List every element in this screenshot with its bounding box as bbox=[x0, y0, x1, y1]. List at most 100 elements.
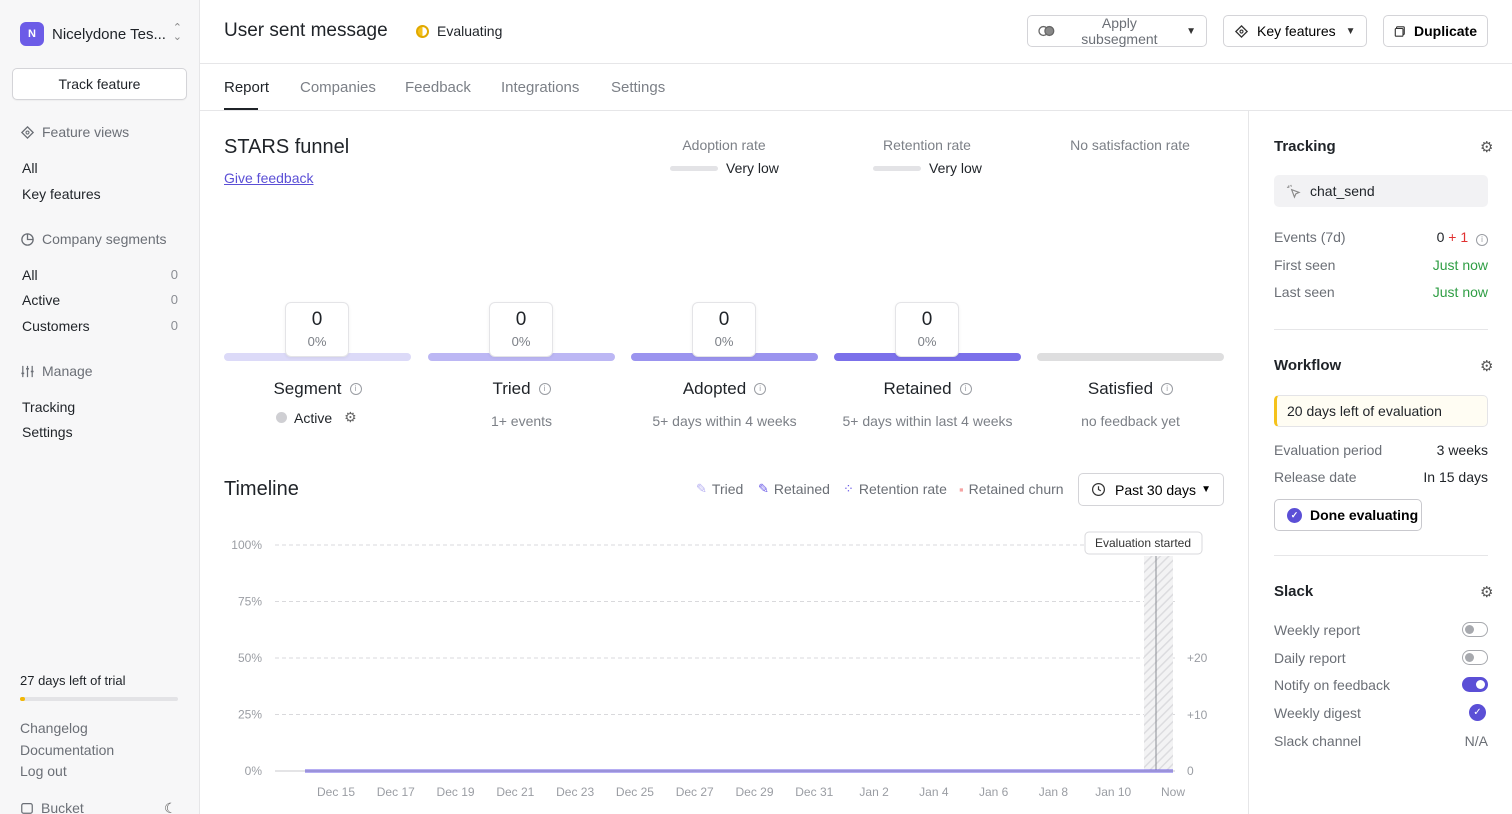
daily-report-label: Daily report bbox=[1274, 650, 1346, 666]
tab-companies[interactable]: Companies bbox=[300, 79, 376, 96]
cursor-click-icon bbox=[1286, 184, 1301, 199]
feature-views-heading: Feature views bbox=[20, 124, 129, 140]
y-tick-label: 75% bbox=[238, 595, 262, 609]
weekly-report-label: Weekly report bbox=[1274, 622, 1361, 638]
retention-rate-value: Very low bbox=[873, 160, 982, 176]
workspace-switcher[interactable]: N Nicelydone Tes... ⌃ ⌄ bbox=[20, 22, 182, 46]
x-tick-label: Dec 31 bbox=[795, 785, 833, 799]
diamond-icon bbox=[1234, 24, 1249, 38]
x-tick-label: Dec 15 bbox=[317, 785, 355, 799]
stage-bar-satisfied bbox=[1037, 353, 1224, 361]
info-icon[interactable]: i bbox=[538, 383, 551, 395]
stage-count-retained: 0 0% bbox=[895, 302, 959, 357]
logout-link[interactable]: Log out bbox=[20, 763, 67, 779]
evaluation-band bbox=[1144, 556, 1173, 771]
pencil-icon: ✎ bbox=[758, 481, 769, 496]
pie-icon bbox=[21, 232, 34, 246]
x-tick-label: Dec 17 bbox=[377, 785, 415, 799]
right-panel bbox=[1248, 111, 1512, 814]
check-icon: ✓ bbox=[1287, 507, 1302, 523]
gear-icon[interactable]: ⚙ bbox=[1480, 139, 1494, 156]
gear-icon[interactable]: ⚙ bbox=[1480, 358, 1494, 375]
info-icon[interactable]: i bbox=[959, 383, 972, 395]
weekly-digest-check-icon[interactable]: ✓ bbox=[1469, 704, 1486, 721]
sidebar-item-all-features[interactable]: All bbox=[22, 160, 38, 176]
bucket-brand[interactable]: Bucket bbox=[20, 800, 84, 814]
info-icon[interactable]: i bbox=[754, 383, 767, 395]
y-tick-label: 25% bbox=[238, 708, 262, 722]
page-title: User sent message bbox=[224, 20, 388, 41]
key-features-button[interactable]: Key features ▼ bbox=[1223, 15, 1367, 47]
segment-dot-icon bbox=[276, 412, 287, 423]
sidebar-item-segment-customers[interactable]: Customers 0 bbox=[22, 318, 178, 334]
retention-rate-label: Retention rate bbox=[883, 137, 971, 153]
tab-integrations[interactable]: Integrations bbox=[501, 79, 580, 96]
daily-report-toggle[interactable] bbox=[1462, 650, 1488, 665]
x-tick-label: Dec 19 bbox=[437, 785, 475, 799]
evaluation-annotation-label: Evaluation started bbox=[1095, 536, 1191, 550]
bucket-icon bbox=[21, 803, 33, 814]
event-chip[interactable]: chat_send bbox=[1274, 175, 1488, 207]
page-header: User sent message Evaluating Apply subse… bbox=[200, 0, 1512, 64]
weekly-digest-label: Weekly digest bbox=[1274, 705, 1361, 721]
sidebar-item-segment-active[interactable]: Active 0 bbox=[22, 292, 178, 308]
x-tick-label: Dec 27 bbox=[676, 785, 714, 799]
gear-icon[interactable]: ⚙ bbox=[344, 409, 357, 425]
stage-bar-adopted bbox=[631, 353, 818, 361]
retention-rate-bar bbox=[873, 165, 921, 171]
divider bbox=[1274, 329, 1488, 330]
segment-selector[interactable]: Active ⚙ bbox=[276, 409, 357, 426]
legend-retained-churn[interactable]: ▪ Retained churn bbox=[959, 481, 1064, 497]
documentation-link[interactable]: Documentation bbox=[20, 742, 115, 758]
satisfaction-rate-label: No satisfaction rate bbox=[1070, 137, 1190, 153]
trial-progress-fill bbox=[20, 697, 25, 701]
legend-retention-rate[interactable]: ⁘ Retention rate bbox=[843, 481, 947, 497]
track-feature-button[interactable]: Track feature bbox=[12, 68, 187, 100]
first-seen-row: First seen Just now bbox=[1274, 257, 1488, 273]
stage-sub-adopted: 5+ days within 4 weeks bbox=[652, 413, 797, 429]
legend-tried[interactable]: ✎ Tried bbox=[696, 481, 744, 497]
tab-bar: Report Companies Feedback Integrations S… bbox=[200, 64, 1512, 111]
sidebar-item-settings[interactable]: Settings bbox=[22, 424, 73, 440]
sidebar-item-key-features[interactable]: Key features bbox=[22, 186, 101, 202]
info-icon[interactable]: i bbox=[1161, 383, 1174, 395]
legend-retained[interactable]: ✎ Retained bbox=[758, 481, 830, 497]
y-right-tick-label: 0 bbox=[1187, 764, 1194, 778]
y-right-tick-label: +10 bbox=[1187, 708, 1208, 722]
stage-label-adopted: Adopted i bbox=[631, 379, 818, 399]
sidebar-item-tracking[interactable]: Tracking bbox=[22, 399, 76, 415]
stage-count-adopted: 0 0% bbox=[692, 302, 756, 357]
timeline-chart: 100% 75% 50% 25% 0% +20 +10 0 Dec 15 Dec 17 Dec 19… bbox=[231, 531, 1208, 799]
sliders-icon bbox=[21, 365, 34, 377]
manage-heading: Manage bbox=[20, 363, 93, 379]
trial-progress bbox=[20, 697, 178, 701]
gear-icon[interactable]: ⚙ bbox=[1480, 584, 1494, 601]
adoption-rate-value: Very low bbox=[670, 160, 779, 176]
duplicate-button[interactable]: Duplicate bbox=[1383, 15, 1488, 47]
stage-label-tried: Tried i bbox=[428, 379, 615, 399]
x-tick-label: Jan 6 bbox=[979, 785, 1009, 799]
apply-subsegment-button[interactable]: Apply subsegment ▼ bbox=[1027, 15, 1207, 47]
moon-icon[interactable]: ☾ bbox=[164, 800, 177, 814]
info-icon[interactable]: i bbox=[349, 383, 362, 395]
tab-report[interactable]: Report bbox=[224, 79, 270, 96]
timeline-title: Timeline bbox=[224, 478, 299, 500]
y-tick-label: 0% bbox=[245, 764, 263, 778]
x-tick-label: Dec 23 bbox=[556, 785, 594, 799]
weekly-report-toggle[interactable] bbox=[1462, 622, 1488, 637]
funnel-title: STARS funnel bbox=[224, 136, 350, 158]
tracking-title: Tracking bbox=[1274, 138, 1336, 155]
sidebar-item-segment-all[interactable]: All 0 bbox=[22, 267, 178, 283]
done-evaluating-button[interactable]: ✓ Done evaluating bbox=[1274, 499, 1422, 531]
notify-feedback-toggle[interactable] bbox=[1462, 677, 1488, 692]
info-icon[interactable]: i bbox=[1476, 234, 1488, 246]
tab-feedback[interactable]: Feedback bbox=[405, 79, 471, 96]
adoption-rate-label: Adoption rate bbox=[682, 137, 766, 153]
tab-settings[interactable]: Settings bbox=[611, 79, 666, 96]
stage-bar-tried bbox=[428, 353, 615, 361]
date-range-button[interactable]: Past 30 days ▼ bbox=[1078, 473, 1224, 506]
changelog-link[interactable]: Changelog bbox=[20, 720, 88, 736]
x-tick-label: Jan 2 bbox=[859, 785, 889, 799]
chevron-down-icon: ▼ bbox=[1201, 484, 1211, 495]
give-feedback-link[interactable]: Give feedback bbox=[224, 170, 314, 186]
